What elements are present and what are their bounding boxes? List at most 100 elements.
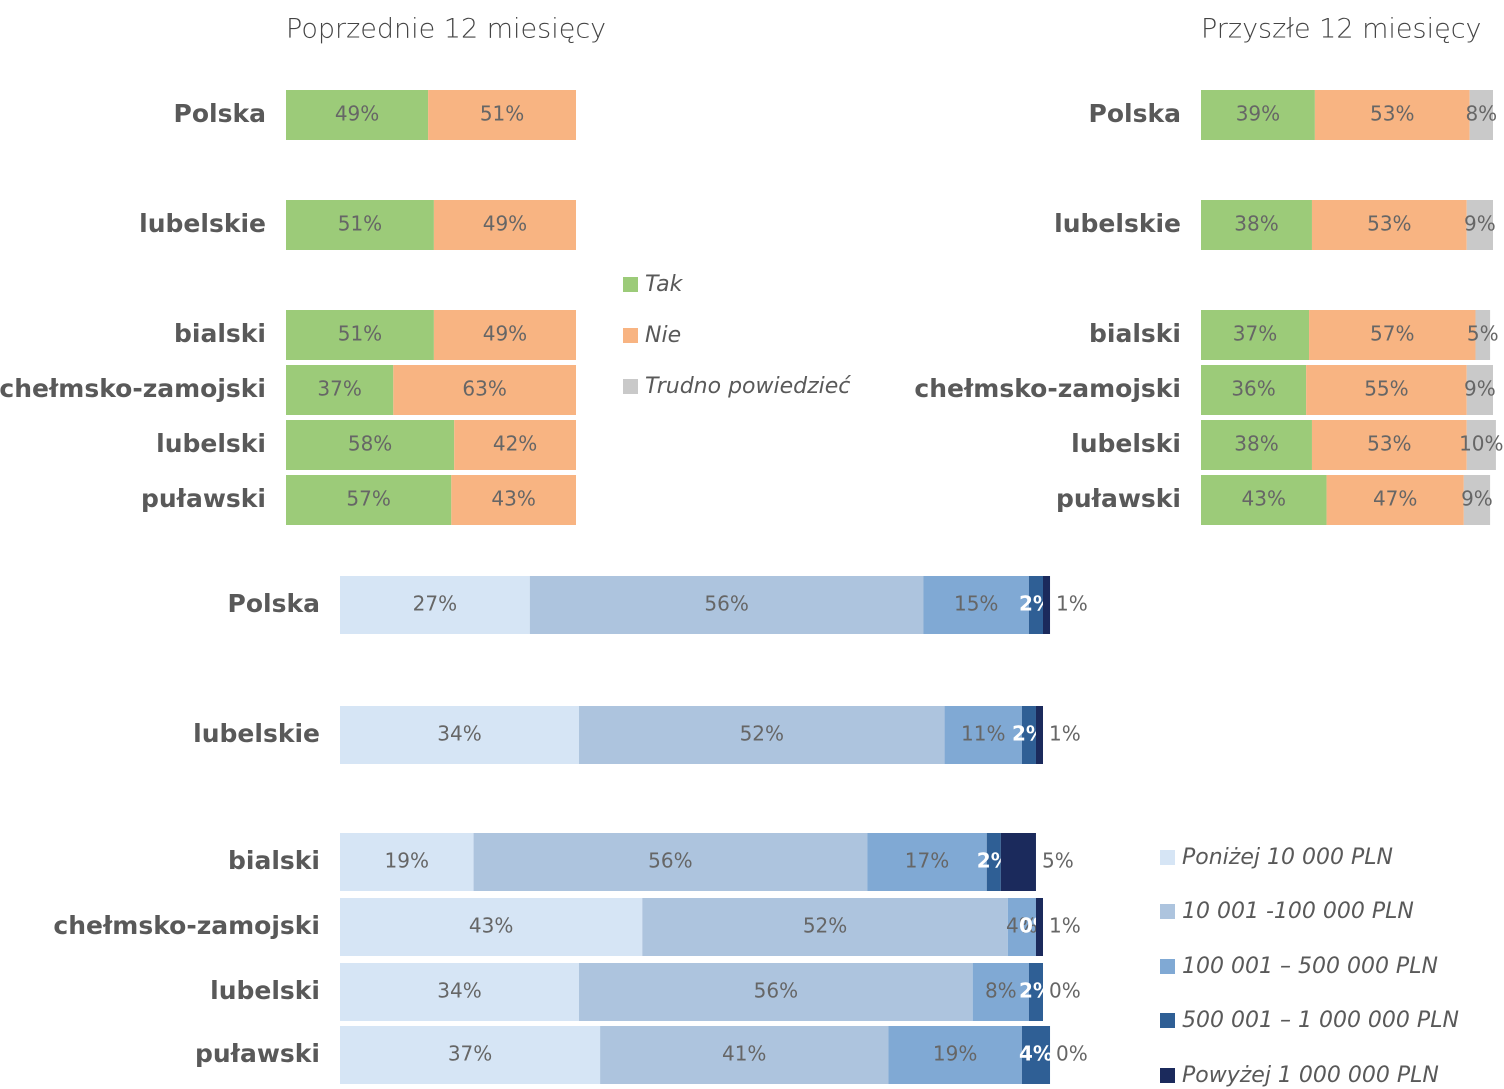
bar-segment [286, 200, 434, 250]
legend-swatch [623, 379, 638, 394]
bar-segment [340, 833, 474, 891]
value-label: 0% [1056, 1042, 1088, 1066]
value-label: 4% [1006, 914, 1038, 938]
category-label: chełmsko-zamojski [53, 911, 320, 940]
legend-label: 500 001 – 1 000 000 PLN [1182, 1008, 1459, 1033]
category-label: bialski [1089, 319, 1181, 348]
bar-segment [1007, 898, 1036, 956]
bar-segment [1311, 200, 1467, 250]
bar-segment [529, 576, 924, 634]
value-label: 34% [437, 722, 481, 746]
legend-swatch [1160, 959, 1175, 974]
bar-segment [888, 1026, 1022, 1084]
category-label: puławski [1056, 484, 1181, 513]
value-label: 43% [491, 487, 535, 511]
value-label: 53% [1367, 432, 1411, 456]
value-label: 1% [1056, 592, 1088, 616]
bar-segment [340, 898, 643, 956]
bar-segment [579, 706, 945, 764]
bar-segment [1028, 576, 1043, 634]
value-label: 43% [469, 914, 513, 938]
value-label: 5% [1042, 849, 1074, 873]
bar-segment [428, 90, 576, 140]
bar-segment [286, 365, 394, 415]
value-label: 38% [1234, 432, 1278, 456]
bar-segment [1306, 365, 1467, 415]
value-label: 2% [1019, 979, 1053, 1003]
bar-segment [1466, 420, 1496, 470]
value-label: 56% [704, 592, 748, 616]
value-label: 5% [1467, 322, 1499, 346]
legend-swatch [1160, 1068, 1175, 1083]
legend-swatch [623, 277, 638, 292]
category-label: bialski [174, 319, 266, 348]
value-label: 43% [1242, 487, 1286, 511]
bar-segment [340, 706, 580, 764]
bar-segment [340, 576, 530, 634]
category-label: lubelski [1071, 429, 1181, 458]
value-label: 17% [905, 849, 949, 873]
bar-segment [1466, 200, 1493, 250]
bar-segment [1035, 706, 1043, 764]
value-label: 49% [335, 102, 379, 126]
value-label: 52% [803, 914, 847, 938]
bar-segment [579, 963, 973, 1021]
category-label: lubelskie [193, 719, 320, 748]
bar-segment [1309, 310, 1476, 360]
legend-swatch [1160, 904, 1175, 919]
bar-segment [600, 1026, 889, 1084]
legend-label: Trudno powiedzieć [645, 374, 851, 399]
bar-segment [1469, 90, 1493, 140]
legend-label: Nie [645, 323, 681, 348]
bar-segment [286, 475, 452, 525]
value-label: 53% [1370, 102, 1414, 126]
bar-segment [1311, 420, 1467, 470]
value-label: 38% [1234, 212, 1278, 236]
bar-segment [867, 833, 987, 891]
bar-segment [1035, 898, 1043, 956]
value-label: 49% [483, 322, 527, 346]
value-label: 9% [1464, 212, 1496, 236]
legend-swatch [1160, 1013, 1175, 1028]
value-label: 57% [346, 487, 390, 511]
value-label: 19% [385, 849, 429, 873]
legend-label: Powyżej 1 000 000 PLN [1182, 1063, 1439, 1088]
bar-segment [1201, 90, 1315, 140]
value-label: 39% [1236, 102, 1280, 126]
chart-title: Przyszłe 12 miesięcy [1201, 14, 1482, 45]
value-label: 1% [1049, 914, 1081, 938]
value-label: 37% [1233, 322, 1277, 346]
value-label: 51% [338, 212, 382, 236]
chart-title: Poprzednie 12 miesięcy [286, 14, 606, 45]
bar-segment [393, 365, 576, 415]
value-label: 56% [648, 849, 692, 873]
value-label: 57% [1370, 322, 1414, 346]
bar-segment [433, 310, 576, 360]
legend-swatch [623, 328, 638, 343]
category-label: puławski [195, 1039, 320, 1068]
bar-segment [1326, 475, 1464, 525]
bar-segment [1475, 310, 1491, 360]
bar-segment [1021, 1026, 1051, 1084]
category-label: lubelskie [139, 209, 266, 238]
value-label: 27% [413, 592, 457, 616]
value-label: 15% [954, 592, 998, 616]
value-label: 55% [1364, 377, 1408, 401]
bar-segment [1201, 200, 1312, 250]
category-label: chełmsko-zamojski [914, 374, 1181, 403]
bar-segment [923, 576, 1029, 634]
value-label: 47% [1373, 487, 1417, 511]
category-label: lubelskie [1054, 209, 1181, 238]
legend-label: 10 001 -100 000 PLN [1182, 899, 1414, 924]
bar-segment [1028, 963, 1043, 1021]
category-label: Polska [174, 99, 266, 128]
value-label: 19% [933, 1042, 977, 1066]
legend-label: 100 001 – 500 000 PLN [1182, 954, 1438, 979]
bar-segment [1463, 475, 1491, 525]
bar-segment [1201, 420, 1312, 470]
value-label: 37% [448, 1042, 492, 1066]
value-label: 11% [961, 722, 1005, 746]
category-label: lubelski [156, 429, 266, 458]
value-label: 0% [1049, 979, 1081, 1003]
